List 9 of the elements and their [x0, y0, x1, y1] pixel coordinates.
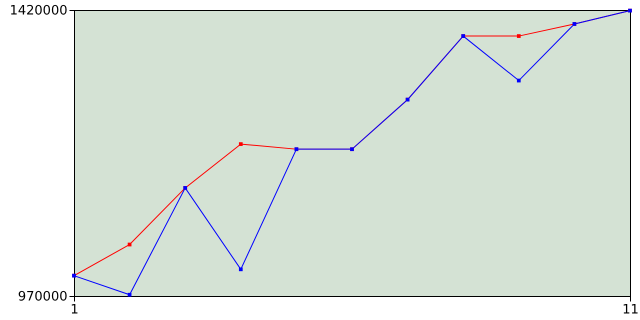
point: [128, 292, 132, 297]
point: [128, 242, 132, 246]
point: [516, 34, 521, 38]
x-tick-label: 1: [70, 302, 79, 318]
y-tick-label: 1420000: [10, 4, 68, 18]
point: [238, 142, 243, 146]
point: [516, 78, 521, 82]
x-tick-label: 11: [622, 302, 639, 318]
y-tick-label: 970000: [18, 290, 68, 304]
